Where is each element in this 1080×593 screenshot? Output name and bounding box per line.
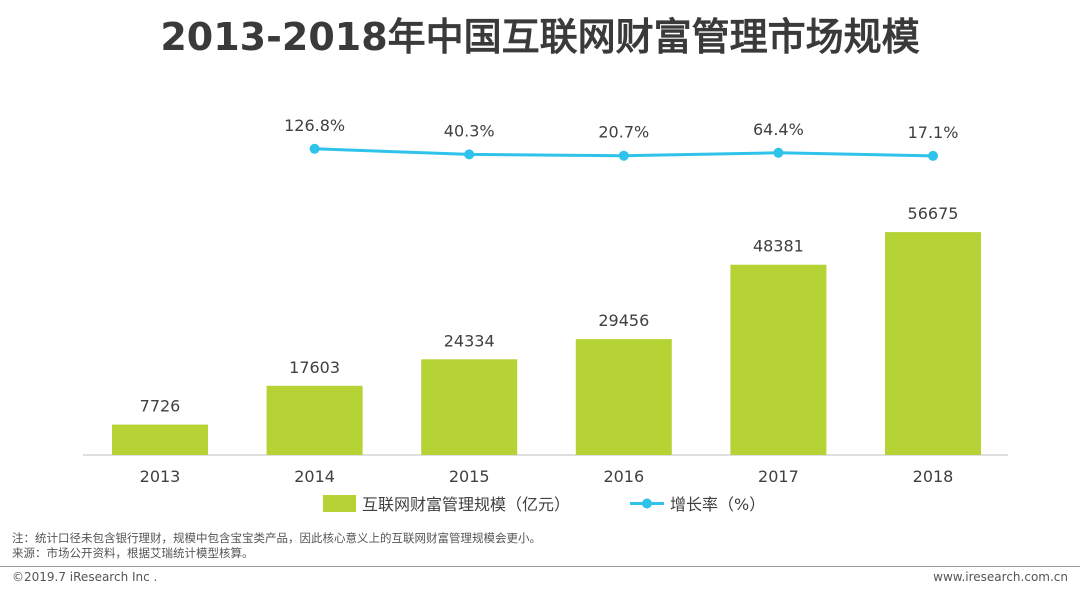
- copyright: ©2019.7 iResearch Inc .: [12, 570, 158, 584]
- growth-point-2014: [309, 143, 320, 154]
- growth-label-2015: 40.3%: [444, 121, 495, 140]
- legend-bar-label: 互联网财富管理规模（亿元）: [362, 495, 570, 514]
- x-tick-label-2013: 2013: [140, 467, 181, 486]
- bar-value-label-2015: 24334: [444, 331, 495, 350]
- footnote-scope: 注：统计口径未包含银行理财，规模中包含宝宝类产品，因此核心意义上的互联网财富管理…: [12, 531, 541, 545]
- bar-2013: [112, 424, 208, 455]
- bar-2015: [421, 359, 518, 455]
- growth-label-2014: 126.8%: [284, 116, 345, 135]
- footer-divider: [0, 566, 1080, 567]
- bar-2016: [575, 339, 672, 455]
- growth-point-2018: [928, 150, 938, 161]
- legend-line-label: 增长率（%）: [670, 495, 765, 514]
- bar-value-label-2013: 7726: [140, 397, 181, 416]
- chart-title: 2013-2018年中国互联网财富管理市场规模: [160, 15, 920, 59]
- legend-bar-swatch: [323, 495, 356, 512]
- bar-value-label-2017: 48381: [753, 237, 804, 256]
- bar-2017: [730, 264, 827, 455]
- legend-line-marker: [642, 498, 652, 509]
- growth-point-2016: [618, 150, 629, 161]
- growth-point-2015: [464, 149, 475, 160]
- growth-label-2018: 17.1%: [908, 123, 959, 142]
- bar-2014: [266, 385, 363, 455]
- x-tick-label-2016: 2016: [603, 467, 644, 486]
- bar-value-label-2014: 17603: [289, 358, 340, 377]
- bar-2018: [885, 232, 981, 455]
- bar-value-label-2016: 29456: [598, 311, 649, 330]
- x-tick-label-2014: 2014: [294, 467, 335, 486]
- growth-label-2017: 64.4%: [753, 120, 804, 139]
- x-tick-label-2015: 2015: [449, 467, 490, 486]
- x-tick-label-2018: 2018: [913, 467, 954, 486]
- bar-value-label-2018: 56675: [908, 204, 959, 223]
- footnote-source: 来源：市场公开资料，根据艾瑞统计模型核算。: [12, 546, 254, 560]
- growth-point-2017: [773, 147, 784, 158]
- x-tick-label-2017: 2017: [758, 467, 799, 486]
- website: www.iresearch.com.cn: [933, 570, 1068, 584]
- growth-label-2016: 20.7%: [598, 123, 649, 142]
